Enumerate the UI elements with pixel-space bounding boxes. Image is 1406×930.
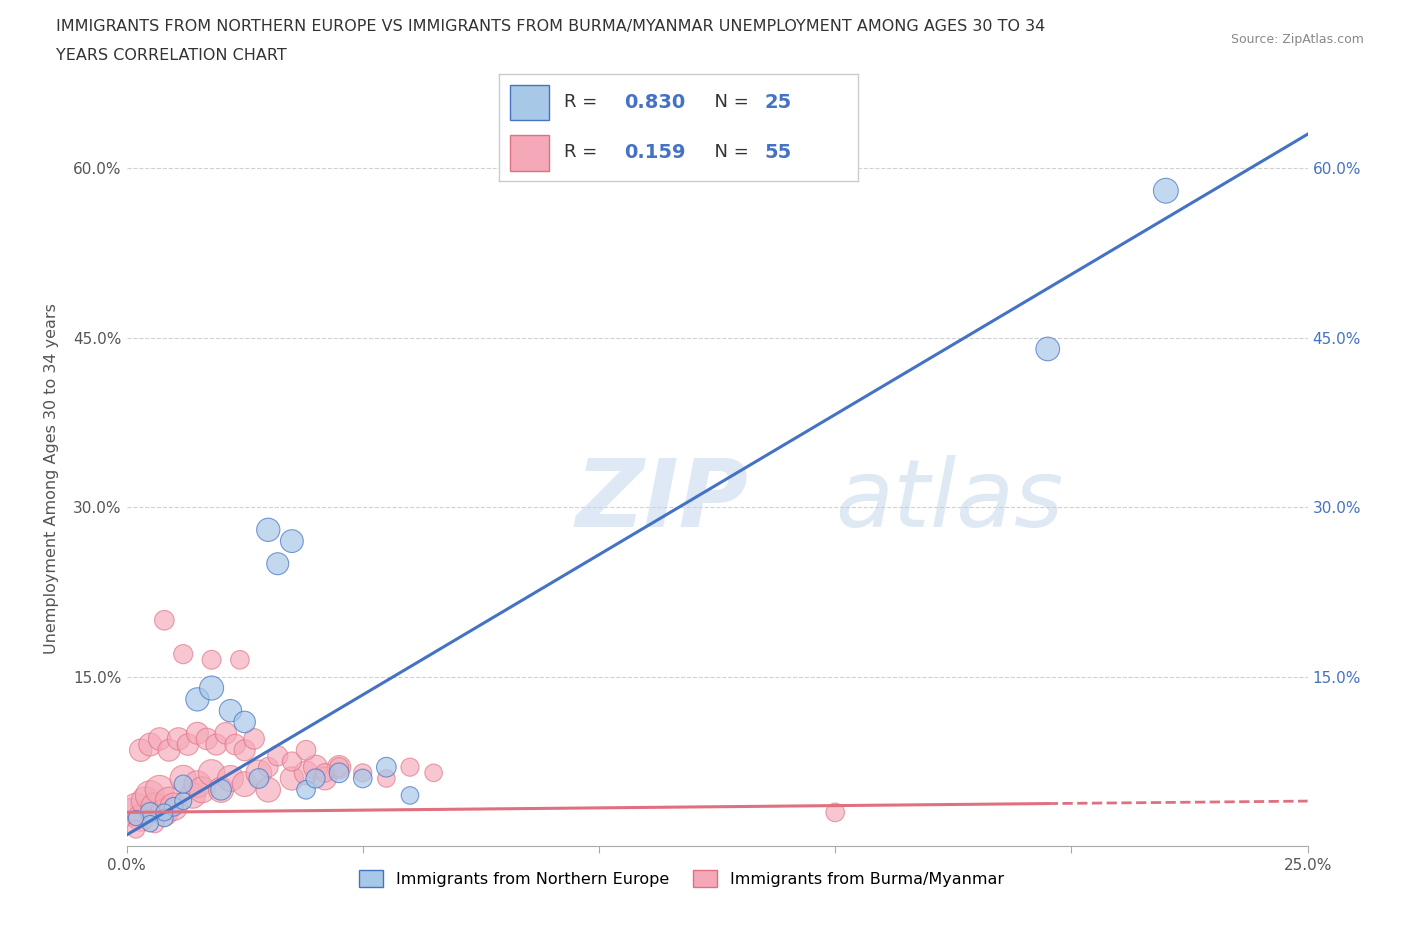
Point <box>281 534 304 549</box>
Point <box>120 805 142 820</box>
Point <box>181 788 204 803</box>
Point <box>186 725 208 740</box>
Point <box>215 725 238 740</box>
Point <box>375 760 398 775</box>
Point <box>267 556 290 571</box>
Point <box>139 737 162 752</box>
Point <box>209 782 232 797</box>
Point <box>125 799 148 814</box>
Point <box>257 523 280 538</box>
Point <box>224 737 246 752</box>
Point <box>125 811 148 826</box>
Point <box>157 743 180 758</box>
Text: YEARS CORRELATION CHART: YEARS CORRELATION CHART <box>56 48 287 63</box>
Text: R =: R = <box>564 143 603 162</box>
Point <box>143 817 166 831</box>
Legend: Immigrants from Northern Europe, Immigrants from Burma/Myanmar: Immigrants from Northern Europe, Immigra… <box>353 864 1011 894</box>
Point <box>200 681 222 696</box>
Point <box>243 732 266 747</box>
Point <box>422 765 444 780</box>
Text: 0.159: 0.159 <box>624 143 686 162</box>
Point <box>129 743 152 758</box>
Text: N =: N = <box>703 143 755 162</box>
Point <box>153 805 176 820</box>
Point <box>125 822 148 837</box>
Point <box>172 793 194 808</box>
Point <box>134 793 156 808</box>
Point <box>257 760 280 775</box>
Text: Source: ZipAtlas.com: Source: ZipAtlas.com <box>1230 33 1364 46</box>
Text: ZIP: ZIP <box>575 455 748 547</box>
Point <box>172 646 194 661</box>
Text: 25: 25 <box>765 93 792 112</box>
Point <box>247 771 270 786</box>
Point <box>149 782 172 797</box>
Point <box>1154 183 1177 198</box>
Point <box>399 760 422 775</box>
Point <box>149 732 172 747</box>
Point <box>143 799 166 814</box>
Text: N =: N = <box>703 93 755 112</box>
Point <box>295 765 318 780</box>
Point <box>200 765 222 780</box>
Point <box>186 692 208 707</box>
Y-axis label: Unemployment Among Ages 30 to 34 years: Unemployment Among Ages 30 to 34 years <box>45 303 59 655</box>
Point <box>824 805 846 820</box>
Point <box>233 743 256 758</box>
Bar <box>510 86 550 120</box>
Point <box>295 782 318 797</box>
Point <box>157 793 180 808</box>
Point <box>153 805 176 820</box>
Point <box>163 799 186 814</box>
Point <box>267 749 290 764</box>
Point <box>153 613 176 628</box>
Point <box>314 765 336 780</box>
Point <box>328 765 350 780</box>
Point <box>399 788 422 803</box>
Text: IMMIGRANTS FROM NORTHERN EUROPE VS IMMIGRANTS FROM BURMA/MYANMAR UNEMPLOYMENT AM: IMMIGRANTS FROM NORTHERN EUROPE VS IMMIG… <box>56 19 1046 33</box>
Point <box>352 771 374 786</box>
Point <box>209 782 232 797</box>
Point <box>172 771 194 786</box>
Point <box>186 777 208 791</box>
Point <box>167 732 190 747</box>
Point <box>233 777 256 791</box>
Point <box>195 732 218 747</box>
Point <box>257 782 280 797</box>
Point <box>304 771 326 786</box>
Bar <box>510 136 550 171</box>
Point <box>153 811 176 826</box>
Point <box>219 703 242 718</box>
Point <box>229 652 252 667</box>
Text: R =: R = <box>564 93 603 112</box>
Point <box>304 760 326 775</box>
Point <box>375 771 398 786</box>
Point <box>281 754 304 769</box>
Point <box>163 799 186 814</box>
Point <box>314 771 336 786</box>
Point <box>139 788 162 803</box>
Point <box>191 782 214 797</box>
Point <box>139 805 162 820</box>
Point <box>281 771 304 786</box>
Point <box>172 777 194 791</box>
Point <box>233 714 256 729</box>
Point <box>247 765 270 780</box>
Point <box>295 743 318 758</box>
Point <box>177 737 200 752</box>
Text: 55: 55 <box>765 143 792 162</box>
Point <box>328 760 350 775</box>
Point <box>129 811 152 826</box>
Point <box>352 765 374 780</box>
Point <box>139 817 162 831</box>
Text: 0.830: 0.830 <box>624 93 686 112</box>
Point <box>200 652 222 667</box>
Point <box>219 771 242 786</box>
Point <box>328 760 350 775</box>
Text: atlas: atlas <box>835 456 1063 547</box>
Point <box>205 737 228 752</box>
Point <box>1036 341 1059 356</box>
